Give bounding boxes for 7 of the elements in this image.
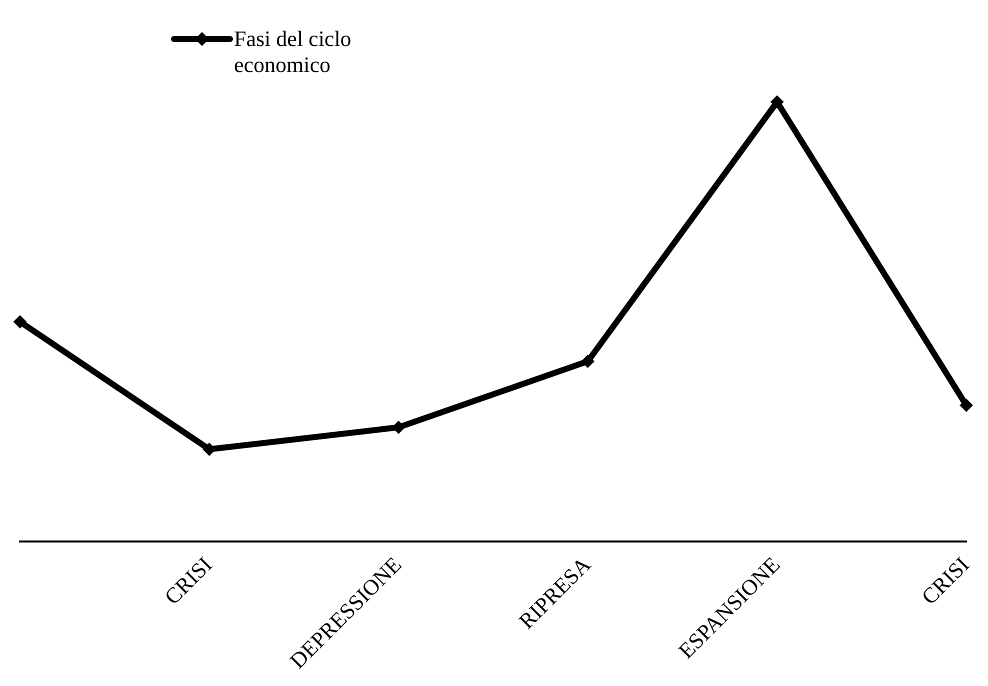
legend-label: Fasi del ciclo economico [234, 26, 352, 78]
point [581, 354, 594, 368]
point [14, 315, 26, 328]
point [960, 398, 973, 412]
point [202, 442, 216, 456]
point [770, 95, 784, 108]
point [392, 420, 406, 434]
